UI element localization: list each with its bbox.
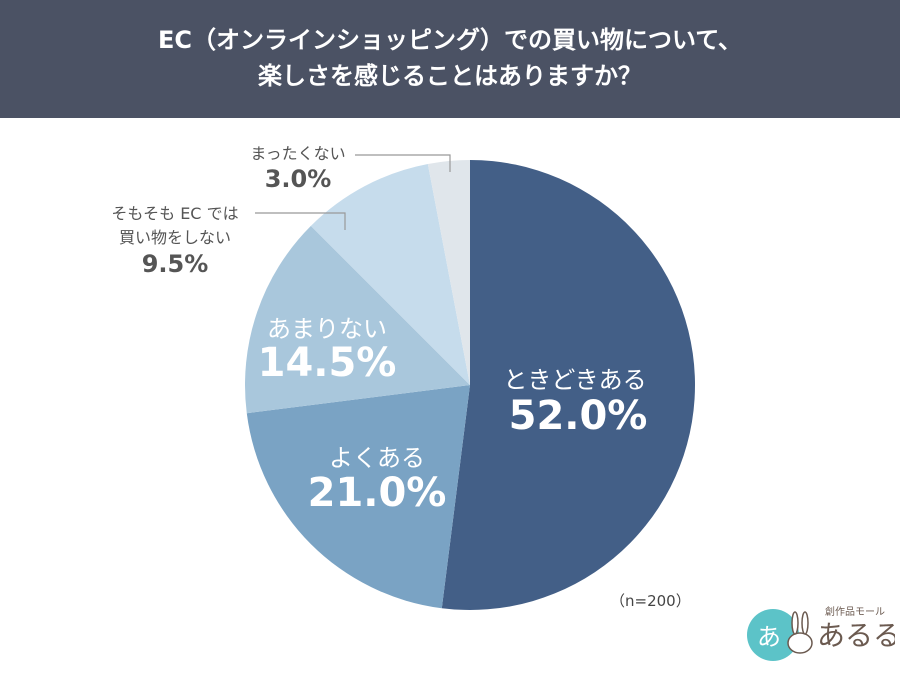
chart-title: EC（オンラインショッピング）での買い物について、 楽しさを感じることはあります… (0, 0, 900, 118)
pie-slice-1 (246, 385, 470, 609)
sample-size-note: （n=200） (610, 592, 691, 610)
slice-label-no-ec-2: 買い物をしない (118, 228, 232, 247)
svg-text:あ: あ (757, 623, 781, 651)
slice-value-sometimes: 52.0% (508, 393, 648, 439)
pie-slice-4 (427, 160, 470, 385)
logo: あ 創作品モール あるる (745, 595, 895, 670)
slice-value-often: 21.0% (307, 470, 447, 516)
slice-label-never: まったくない (250, 144, 346, 163)
title-line1: EC（オンラインショッピング）での買い物について、 (157, 26, 743, 54)
slice-value-never: 3.0% (264, 165, 332, 193)
slice-label-sometimes: ときどきある (503, 366, 647, 394)
slice-value-no-ec: 9.5% (141, 250, 209, 278)
svg-text:あるる: あるる (817, 619, 895, 652)
pie-slice-3 (310, 163, 470, 385)
pie-slice-0 (441, 160, 695, 610)
slice-label-often: よくある (329, 444, 425, 472)
pie-slice-2 (245, 225, 470, 414)
slice-label-rarely: あまりない (267, 315, 387, 343)
leader-line-no-ec (255, 212, 346, 230)
slice-label-no-ec-1: そもそも EC では (111, 204, 239, 223)
leader-line-never (355, 154, 451, 172)
title-line2: 楽しさを感じることはありますか？ (258, 62, 642, 90)
slice-value-rarely: 14.5% (257, 340, 397, 386)
rabbit-logo-icon: あ 創作品モール あるる (747, 606, 895, 661)
svg-text:創作品モール: 創作品モール (825, 606, 885, 618)
